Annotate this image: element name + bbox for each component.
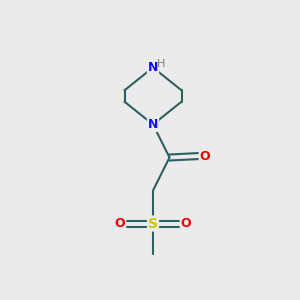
Text: O: O bbox=[115, 217, 125, 230]
Text: H: H bbox=[157, 59, 166, 69]
Text: O: O bbox=[181, 217, 191, 230]
Text: N: N bbox=[148, 61, 158, 74]
Text: N: N bbox=[148, 118, 158, 131]
Text: S: S bbox=[148, 217, 158, 230]
Text: O: O bbox=[200, 149, 210, 163]
